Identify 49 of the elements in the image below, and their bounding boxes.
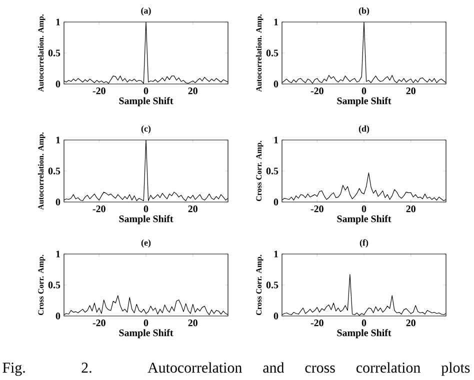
x-tick-label: -20	[310, 320, 324, 326]
y-tick-label: 1	[56, 250, 60, 258]
x-tick-label: 0	[362, 88, 366, 94]
y-tick-label: 1	[274, 250, 278, 258]
y-tick-label: 0.5	[48, 50, 60, 56]
y-tick-label: 0	[274, 312, 278, 320]
x-axis-title: Sample Shift	[337, 329, 392, 338]
x-tick-label: 20	[406, 88, 416, 94]
y-tick-label: 0	[56, 312, 60, 320]
x-tick-label: -20	[310, 206, 324, 212]
chart-title: (e)	[141, 239, 151, 248]
y-tick-label: 1	[56, 136, 60, 144]
x-tick-label: -20	[92, 206, 106, 212]
y-tick-label: 0	[274, 198, 278, 206]
chart-title: (f)	[360, 239, 368, 248]
x-tick-label: 20	[406, 320, 416, 326]
x-tick-label: -20	[92, 88, 106, 94]
chart-title: (a)	[141, 7, 151, 16]
x-tick-label: 0	[144, 206, 148, 212]
y-tick-label: 1	[274, 18, 278, 26]
x-axis-title: Sample Shift	[119, 329, 174, 338]
y-tick-label: 0.5	[48, 168, 60, 174]
y-tick-label: 0.5	[266, 168, 278, 174]
x-tick-label: 0	[144, 320, 148, 326]
x-tick-label: 20	[406, 206, 416, 212]
y-tick-label: 0.5	[48, 282, 60, 288]
x-axis-title: Sample Shift	[337, 215, 392, 224]
chart-title: (c)	[141, 125, 151, 134]
x-tick-label: 0	[362, 206, 366, 212]
y-tick-label: 0.5	[266, 50, 278, 56]
x-tick-label: 20	[188, 206, 198, 212]
y-tick-label: 1	[56, 18, 60, 26]
x-tick-label: 0	[362, 320, 366, 326]
y-tick-label: 1	[274, 136, 278, 144]
x-axis-title: Sample Shift	[119, 97, 174, 106]
y-tick-label: 0	[56, 198, 60, 206]
chart-title: (b)	[358, 7, 370, 16]
x-tick-label: 20	[188, 88, 198, 94]
y-tick-label: 0	[274, 80, 278, 88]
chart-title: (d)	[358, 125, 370, 134]
x-tick-label: -20	[310, 88, 324, 94]
x-tick-label: 0	[144, 88, 148, 94]
x-axis-title: Sample Shift	[119, 215, 174, 224]
x-axis-title: Sample Shift	[337, 97, 392, 106]
y-tick-label: 0.5	[266, 282, 278, 288]
x-tick-label: -20	[92, 320, 106, 326]
x-tick-label: 20	[188, 320, 198, 326]
y-tick-label: 0	[56, 80, 60, 88]
caption: Fig. 2. Autocorrelation and cross correlation plots	[2, 362, 470, 376]
